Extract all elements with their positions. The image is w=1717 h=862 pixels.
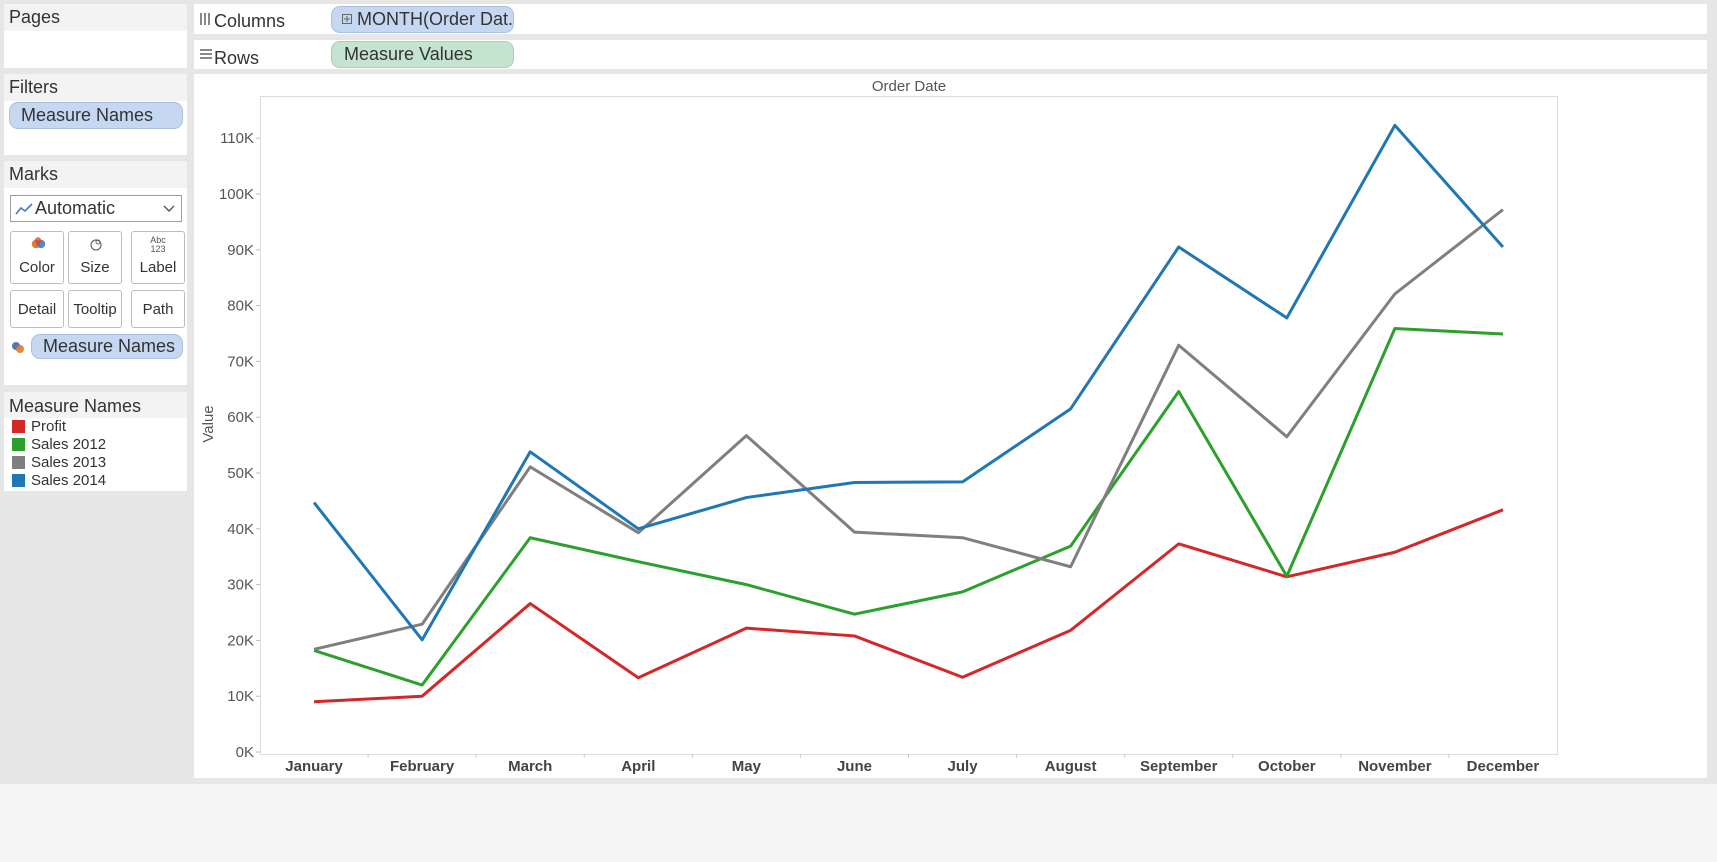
- x-tick-label: September: [1140, 758, 1218, 775]
- mark-detail-label: Detail: [17, 301, 57, 318]
- pages-card: Pages: [4, 4, 187, 68]
- rows-pill-measure-values[interactable]: Measure Values: [331, 41, 514, 68]
- y-tick-label: 20K: [227, 632, 254, 649]
- y-tick-label: 60K: [227, 409, 254, 426]
- filters-title: Filters: [4, 74, 187, 101]
- y-tick-label: 50K: [227, 465, 254, 482]
- rows-shelf[interactable]: Rows Measure Values: [194, 40, 1707, 69]
- series-line-sales-2013[interactable]: [313, 208, 1504, 651]
- x-tick-label: January: [285, 758, 343, 775]
- series-line-sales-2012[interactable]: [313, 326, 1504, 687]
- rows-label: Rows: [214, 48, 260, 68]
- legend-swatch: [12, 438, 25, 451]
- mark-type-dropdown[interactable]: Automatic: [10, 195, 182, 222]
- expand-plus-icon[interactable]: [342, 14, 352, 24]
- x-tick-label: May: [732, 758, 762, 775]
- y-axis-label: Value: [200, 405, 217, 442]
- legend-swatch: [12, 456, 25, 469]
- columns-shelf[interactable]: Columns MONTH(Order Dat..: [194, 4, 1707, 34]
- y-tick-label: 30K: [227, 577, 254, 594]
- mark-path-label: Path: [142, 301, 174, 318]
- y-tick-label: 100K: [219, 186, 254, 203]
- chart-title: Order Date: [872, 78, 946, 95]
- legend-item[interactable]: Sales 2014: [12, 472, 106, 490]
- x-tick-label: April: [621, 758, 655, 775]
- bottom-strip: [0, 784, 1717, 862]
- mark-size-label: Size: [80, 259, 110, 276]
- y-tick-label: 0K: [236, 744, 254, 761]
- mark-tooltip-button[interactable]: Tooltip: [68, 290, 122, 328]
- y-tick-label: 40K: [227, 521, 254, 538]
- label-icon: Abc 123: [150, 235, 166, 254]
- y-tick-label: 90K: [227, 242, 254, 259]
- mark-type-label: Automatic: [35, 198, 116, 218]
- color-pill-label: Measure Names: [43, 336, 176, 356]
- series-line-sales-2014[interactable]: [312, 123, 1505, 642]
- filter-pill-label: Measure Names: [21, 105, 154, 125]
- legend-swatch: [12, 474, 25, 487]
- mark-size-button[interactable]: Size: [68, 231, 122, 284]
- x-tick-label: August: [1045, 758, 1097, 775]
- legend-item[interactable]: Sales 2012: [12, 436, 106, 454]
- x-tick-label: November: [1358, 758, 1432, 775]
- mark-path-button[interactable]: Path: [131, 290, 185, 328]
- marks-card: Marks Automatic Color Size Abc 123 Label: [4, 161, 187, 385]
- columns-pill-month-order-date[interactable]: MONTH(Order Dat..: [331, 6, 514, 33]
- legend-swatch: [12, 420, 25, 433]
- color-encoding-icon: [12, 342, 24, 353]
- x-tick-label: March: [508, 758, 552, 775]
- legend-card: Measure Names Profit Sales 2012 Sales 20…: [4, 392, 187, 491]
- chart-panel: Order Date Value 0K 10K 20K 30K 40K 50K 60K 70K…: [194, 74, 1707, 778]
- x-tick-label: July: [948, 758, 979, 775]
- marks-title: Marks: [4, 161, 187, 188]
- size-icon: [90, 239, 102, 251]
- x-tick-label: February: [390, 758, 455, 775]
- series-line-profit[interactable]: [313, 508, 1504, 704]
- mark-detail-button[interactable]: Detail: [10, 290, 64, 328]
- x-tick-label: June: [837, 758, 872, 775]
- x-tick-label: December: [1467, 758, 1540, 775]
- filter-pill-measure-names[interactable]: Measure Names: [9, 102, 183, 129]
- y-tick-label: 110K: [220, 130, 254, 147]
- columns-label: Columns: [214, 11, 286, 31]
- filters-card: Filters Measure Names: [4, 74, 187, 155]
- columns-icon: [200, 13, 210, 25]
- y-tick-label: 80K: [227, 298, 254, 315]
- rows-icon: [200, 49, 212, 59]
- mark-color-button[interactable]: Color: [10, 231, 64, 284]
- columns-pill-label: MONTH(Order Dat..: [357, 9, 514, 29]
- color-pill-measure-names[interactable]: Measure Names: [31, 334, 183, 359]
- x-tick-label: October: [1258, 758, 1316, 775]
- y-tick-label: 10K: [227, 688, 254, 705]
- mark-label-label: Label: [139, 259, 177, 276]
- line-chart: Order Date Value 0K 10K 20K 30K 40K 50K 60K 70K…: [200, 78, 1558, 775]
- mark-color-label: Color: [19, 259, 55, 276]
- mark-tooltip-label: Tooltip: [73, 301, 117, 318]
- legend-item[interactable]: Profit: [12, 418, 66, 436]
- y-tick-label: 70K: [227, 353, 254, 370]
- color-icon: [31, 237, 46, 249]
- line-mark-icon: [15, 203, 33, 215]
- chevron-down-icon: [163, 205, 175, 212]
- mark-label-button[interactable]: Abc 123 Label: [131, 231, 185, 284]
- legend-title: Measure Names: [4, 392, 187, 418]
- pages-title: Pages: [4, 4, 187, 31]
- legend-item[interactable]: Sales 2013: [12, 454, 106, 472]
- rows-pill-label: Measure Values: [344, 44, 473, 64]
